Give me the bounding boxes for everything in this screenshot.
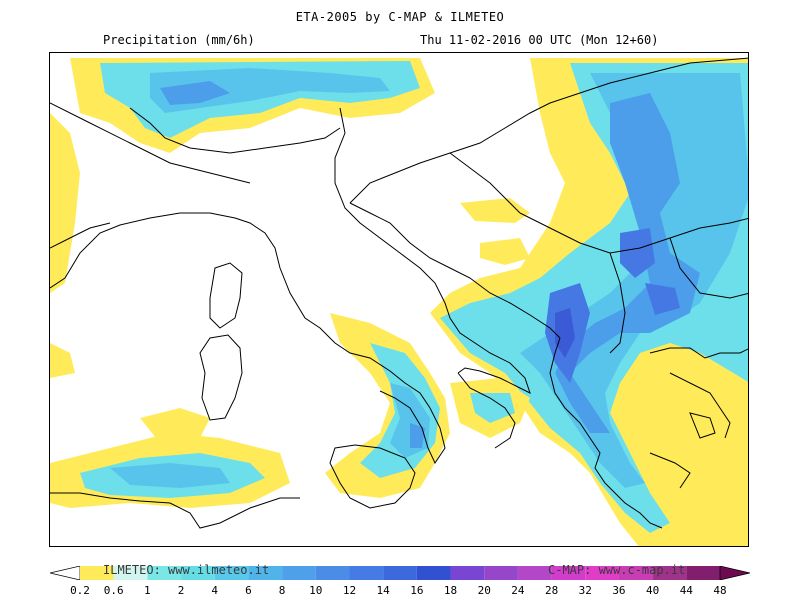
legend-swatch xyxy=(416,566,451,580)
legend-tick-labels: 0.2 0.6 1 2 4 6 8 10 12 14 16 18 20 24 28 32 36 40 44 48 xyxy=(0,584,800,598)
legend-tick-label: 18 xyxy=(443,584,458,597)
legend-swatch xyxy=(383,566,417,580)
legend-swatch xyxy=(450,566,485,580)
parameter-label: Precipitation (mm/6h) xyxy=(103,33,255,47)
legend-tick-label: 24 xyxy=(511,584,525,597)
credit-ilmeteo: ILMETEO: www.ilmeteo.it xyxy=(103,563,270,577)
legend-swatch xyxy=(517,566,552,580)
legend-tick-label: 6 xyxy=(245,584,252,597)
legend-arrow-low xyxy=(50,566,81,580)
precip-field-alps xyxy=(70,58,435,153)
legend-tick-label: 16 xyxy=(410,584,424,597)
legend-tick-label: 2 xyxy=(177,584,185,597)
credit-cmap: C-MAP: www.c-map.it xyxy=(548,563,686,577)
valid-time-label: Thu 11-02-2016 00 UTC (Mon 12+60) xyxy=(420,33,659,47)
legend-tick-label: 40 xyxy=(646,584,660,597)
legend-tick-label: 12 xyxy=(342,584,357,597)
legend-tick-label: 28 xyxy=(544,584,559,597)
precip-field-west-coast xyxy=(50,113,530,378)
legend-swatch xyxy=(618,566,653,580)
legend-tick-label: 0.6 xyxy=(103,584,124,597)
legend-swatch xyxy=(282,566,316,580)
precip-field-south-italy xyxy=(325,313,530,498)
color-scale-bar xyxy=(50,566,750,580)
legend-swatch xyxy=(585,566,619,580)
map-title: ETA-2005 by C-MAP & ILMETEO xyxy=(295,10,505,24)
legend-swatch xyxy=(214,566,249,580)
legend-swatch xyxy=(248,566,283,580)
legend-swatch xyxy=(349,566,384,580)
precip-field-north-africa xyxy=(50,408,290,508)
legend-tick-label: 44 xyxy=(679,584,693,597)
legend-swatch xyxy=(484,566,518,580)
legend-tick-label: 48 xyxy=(713,584,727,597)
precipitation-map xyxy=(49,52,749,547)
legend-tick-label: 1 xyxy=(144,584,151,597)
legend-swatch xyxy=(315,566,350,580)
map-canvas xyxy=(50,57,748,546)
legend-swatch xyxy=(686,566,720,580)
legend-swatch xyxy=(113,566,148,580)
color-scale-legend xyxy=(50,566,750,580)
precip-field-balkans xyxy=(430,58,748,546)
legend-swatch xyxy=(652,566,687,580)
legend-swatch xyxy=(551,566,586,580)
legend-tick-label: 32 xyxy=(578,584,592,597)
legend-tick-label: 14 xyxy=(376,584,390,597)
legend-tick-label: 8 xyxy=(278,584,286,597)
legend-tick-label: 4 xyxy=(211,584,219,597)
legend-swatch xyxy=(147,566,182,580)
legend-tick-label: 20 xyxy=(477,584,491,597)
coastlines xyxy=(50,57,748,529)
legend-swatch xyxy=(181,566,215,580)
legend-tick-label: 0.2 xyxy=(70,584,90,597)
legend-arrow-high xyxy=(719,566,750,580)
legend-tick-label: 10 xyxy=(309,584,323,597)
legend-tick-label: 36 xyxy=(612,584,626,597)
legend-swatch xyxy=(80,566,114,580)
